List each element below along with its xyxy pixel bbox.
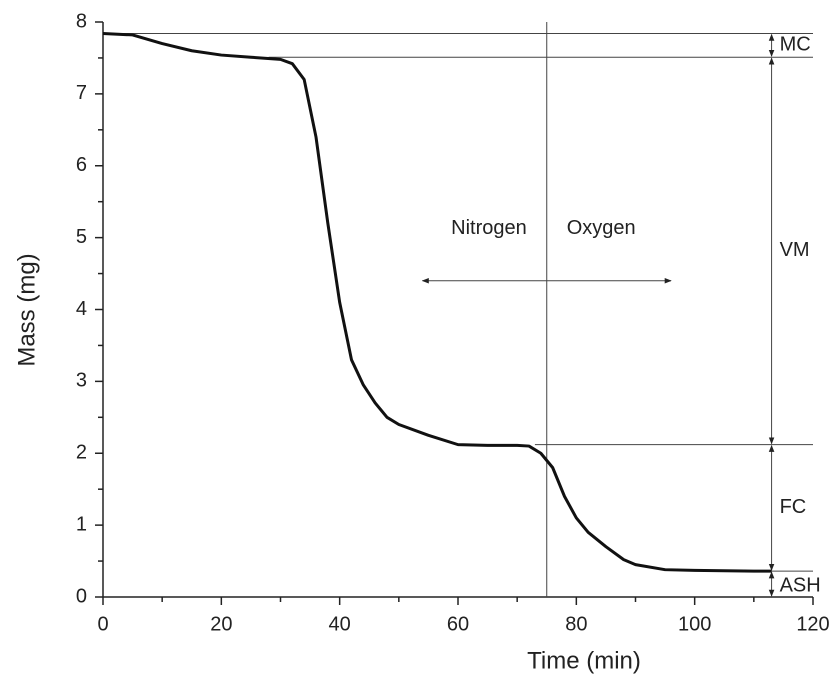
x-tick-label: 60: [447, 613, 469, 635]
x-tick-label: 100: [678, 613, 711, 635]
y-tick-label: 4: [76, 298, 87, 320]
x-tick-label: 80: [565, 613, 587, 635]
y-tick-label: 7: [76, 82, 87, 104]
fraction-label: FC: [780, 496, 807, 518]
x-tick-label: 0: [97, 613, 108, 635]
atmosphere-label: Oxygen: [567, 217, 636, 239]
y-tick-label: 3: [76, 370, 87, 392]
y-tick-label: 6: [76, 154, 87, 176]
y-tick-label: 2: [76, 442, 87, 464]
y-tick-label: 5: [76, 226, 87, 248]
fraction-label: MC: [780, 34, 811, 56]
x-tick-label: 20: [210, 613, 232, 635]
fraction-label: VM: [780, 239, 810, 261]
y-tick-label: 8: [76, 10, 87, 32]
x-tick-label: 40: [329, 613, 351, 635]
y-tick-label: 0: [76, 585, 87, 607]
y-axis-title: Mass (mg): [13, 253, 40, 366]
x-axis-title: Time (min): [527, 647, 641, 674]
mass-curve: [102, 32, 772, 573]
y-tick-label: 1: [76, 513, 87, 535]
x-tick-label: 120: [796, 613, 829, 635]
atmosphere-label: Nitrogen: [451, 217, 527, 239]
fraction-label: ASH: [780, 574, 821, 596]
